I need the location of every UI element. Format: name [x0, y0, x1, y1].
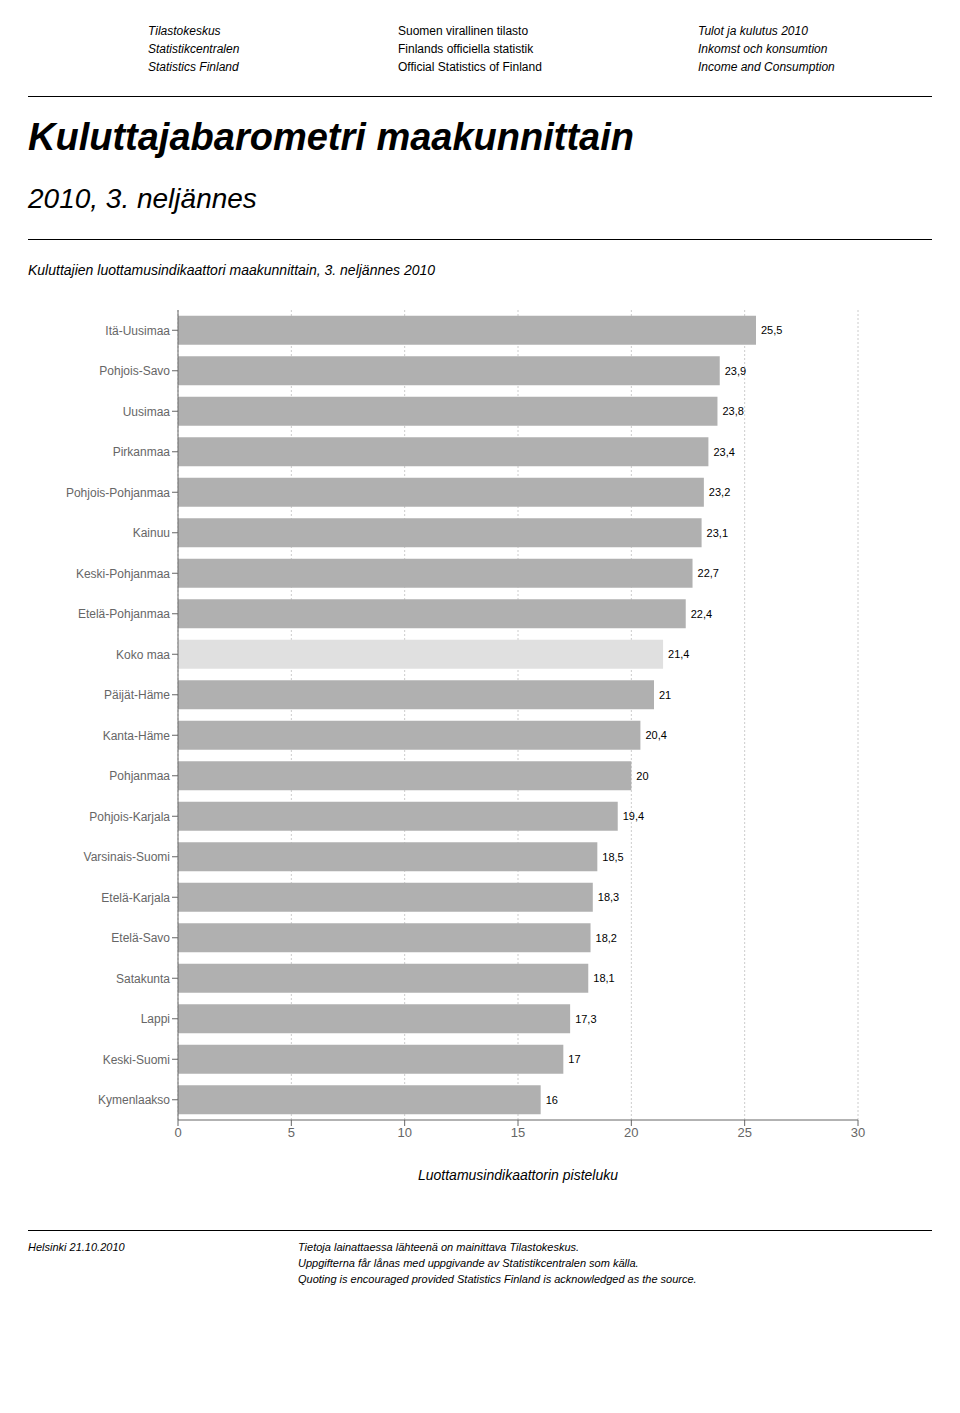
svg-text:20: 20	[636, 770, 648, 782]
svg-text:Varsinais-Suomi: Varsinais-Suomi	[84, 850, 170, 864]
svg-text:22,4: 22,4	[691, 608, 712, 620]
html-text:Statistics Finland: Statistics Finland	[148, 60, 239, 74]
svg-text:23,1: 23,1	[707, 527, 728, 539]
svg-text:20,4: 20,4	[645, 729, 666, 741]
html-text:Tilastokeskus: Tilastokeskus	[148, 24, 221, 38]
svg-text:Etelä-Savo: Etelä-Savo	[111, 931, 170, 945]
svg-text:Päijät-Häme: Päijät-Häme	[104, 688, 170, 702]
html-text:Suomen virallinen tilasto: Suomen virallinen tilasto	[398, 24, 529, 38]
html-text:Inkomst och konsumtion: Inkomst och konsumtion	[698, 42, 828, 56]
svg-text:Keski-Suomi: Keski-Suomi	[103, 1053, 170, 1067]
svg-text:Satakunta: Satakunta	[116, 972, 170, 986]
svg-text:5: 5	[288, 1125, 295, 1140]
svg-text:19,4: 19,4	[623, 810, 644, 822]
svg-text:10: 10	[397, 1125, 411, 1140]
svg-text:17: 17	[568, 1053, 580, 1065]
html-text:Kuluttajien luottamusindikaatt: Kuluttajien luottamusindikaattori maakun…	[28, 262, 435, 278]
svg-text:21: 21	[659, 689, 671, 701]
svg-text:Pohjois-Savo: Pohjois-Savo	[99, 364, 170, 378]
svg-text:0: 0	[174, 1125, 181, 1140]
html-text:Income and Consumption: Income and Consumption	[698, 60, 835, 74]
svg-text:22,7: 22,7	[698, 567, 719, 579]
svg-text:Koko maa: Koko maa	[116, 648, 170, 662]
svg-text:18,3: 18,3	[598, 891, 619, 903]
svg-text:Luottamusindikaattorin pistelu: Luottamusindikaattorin pisteluku	[418, 1167, 618, 1183]
svg-text:25,5: 25,5	[761, 324, 782, 336]
svg-text:15: 15	[511, 1125, 525, 1140]
html-text:Kuluttajabarometri maakunnitta: Kuluttajabarometri maakunnittain	[28, 116, 634, 158]
svg-text:Etelä-Pohjanmaa: Etelä-Pohjanmaa	[78, 607, 170, 621]
html-text:Uppgifterna får lånas med uppg: Uppgifterna får lånas med uppgivande av …	[298, 1257, 639, 1269]
svg-text:Uusimaa: Uusimaa	[123, 405, 171, 419]
svg-text:23,8: 23,8	[722, 405, 743, 417]
html-text:Statistikcentralen: Statistikcentralen	[148, 42, 240, 56]
svg-text:20: 20	[624, 1125, 638, 1140]
svg-text:16: 16	[546, 1094, 558, 1106]
html-text:Tietoja lainattaessa lähteenä: Tietoja lainattaessa lähteenä on mainitt…	[298, 1241, 580, 1253]
svg-text:23,4: 23,4	[713, 446, 734, 458]
svg-text:21,4: 21,4	[668, 648, 689, 660]
svg-text:Pohjanmaa: Pohjanmaa	[109, 769, 170, 783]
html-text:Quoting is encouraged provided: Quoting is encouraged provided Statistic…	[298, 1273, 697, 1285]
svg-text:18,1: 18,1	[593, 972, 614, 984]
svg-text:Lappi: Lappi	[141, 1012, 170, 1026]
svg-text:Keski-Pohjanmaa: Keski-Pohjanmaa	[76, 567, 170, 581]
svg-text:30: 30	[851, 1125, 865, 1140]
svg-text:23,9: 23,9	[725, 365, 746, 377]
svg-text:Kanta-Häme: Kanta-Häme	[103, 729, 171, 743]
html-text:Tulot ja kulutus 2010: Tulot ja kulutus 2010	[698, 24, 808, 38]
svg-text:Pohjois-Pohjanmaa: Pohjois-Pohjanmaa	[66, 486, 170, 500]
html-text:Official Statistics of Finland: Official Statistics of Finland	[398, 60, 542, 74]
svg-text:18,2: 18,2	[596, 932, 617, 944]
svg-text:Kainuu: Kainuu	[133, 526, 170, 540]
svg-text:18,5: 18,5	[602, 851, 623, 863]
svg-text:Kymenlaakso: Kymenlaakso	[98, 1093, 170, 1107]
html-text:Finlands officiella statistik: Finlands officiella statistik	[398, 42, 534, 56]
svg-text:25: 25	[737, 1125, 751, 1140]
html-text:Helsinki 21.10.2010: Helsinki 21.10.2010	[28, 1241, 125, 1253]
svg-text:Pohjois-Karjala: Pohjois-Karjala	[89, 810, 170, 824]
svg-text:Itä-Uusimaa: Itä-Uusimaa	[105, 324, 170, 338]
svg-text:17,3: 17,3	[575, 1013, 596, 1025]
svg-text:23,2: 23,2	[709, 486, 730, 498]
svg-text:Pirkanmaa: Pirkanmaa	[113, 445, 171, 459]
html-text:2010, 3. neljännes: 2010, 3. neljännes	[28, 183, 257, 214]
svg-text:Etelä-Karjala: Etelä-Karjala	[101, 891, 170, 905]
